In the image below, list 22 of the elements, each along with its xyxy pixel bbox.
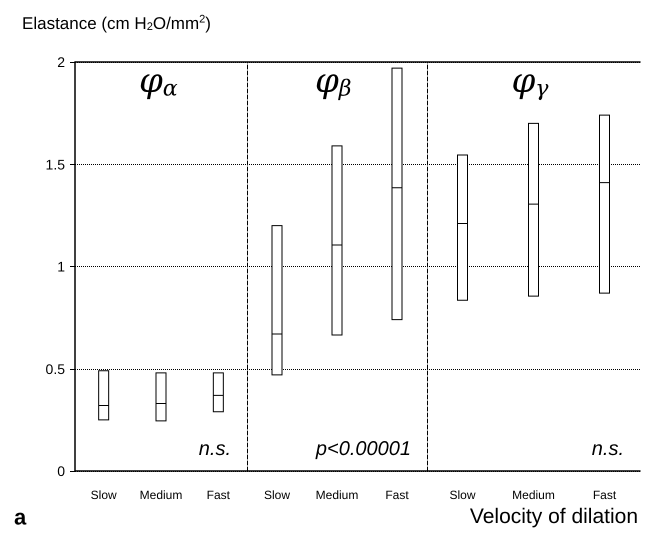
x-axis-title: Velocity of dilation: [470, 505, 638, 528]
x-tick-label: Fast: [206, 488, 231, 502]
x-tick-label: Medium: [140, 488, 182, 502]
y-tick-label: 2: [57, 54, 66, 70]
x-tick-label: Medium: [512, 488, 555, 502]
chart-title: φβ: [315, 61, 352, 102]
annotation: p<0.00001: [314, 438, 412, 460]
x-tick-label: Fast: [385, 488, 410, 502]
y-tick-label: 1: [57, 258, 66, 274]
annotation: n.s.: [198, 438, 232, 460]
text: a: [14, 504, 27, 530]
annotation: n.s.: [592, 438, 624, 460]
x-tick-label: Medium: [316, 488, 358, 502]
y-tick-label: 0.5: [46, 360, 66, 377]
x-tick-label: Fast: [592, 488, 617, 502]
x-tick-label: Slow: [90, 488, 118, 502]
chart-title: φγ: [512, 61, 550, 102]
y-tick-label: 0: [57, 463, 66, 479]
x-tick-label: Slow: [449, 488, 476, 502]
chart-title: φα: [139, 61, 178, 102]
x-tick-label: Slow: [264, 488, 290, 502]
y-tick-label: 1.5: [46, 156, 66, 172]
